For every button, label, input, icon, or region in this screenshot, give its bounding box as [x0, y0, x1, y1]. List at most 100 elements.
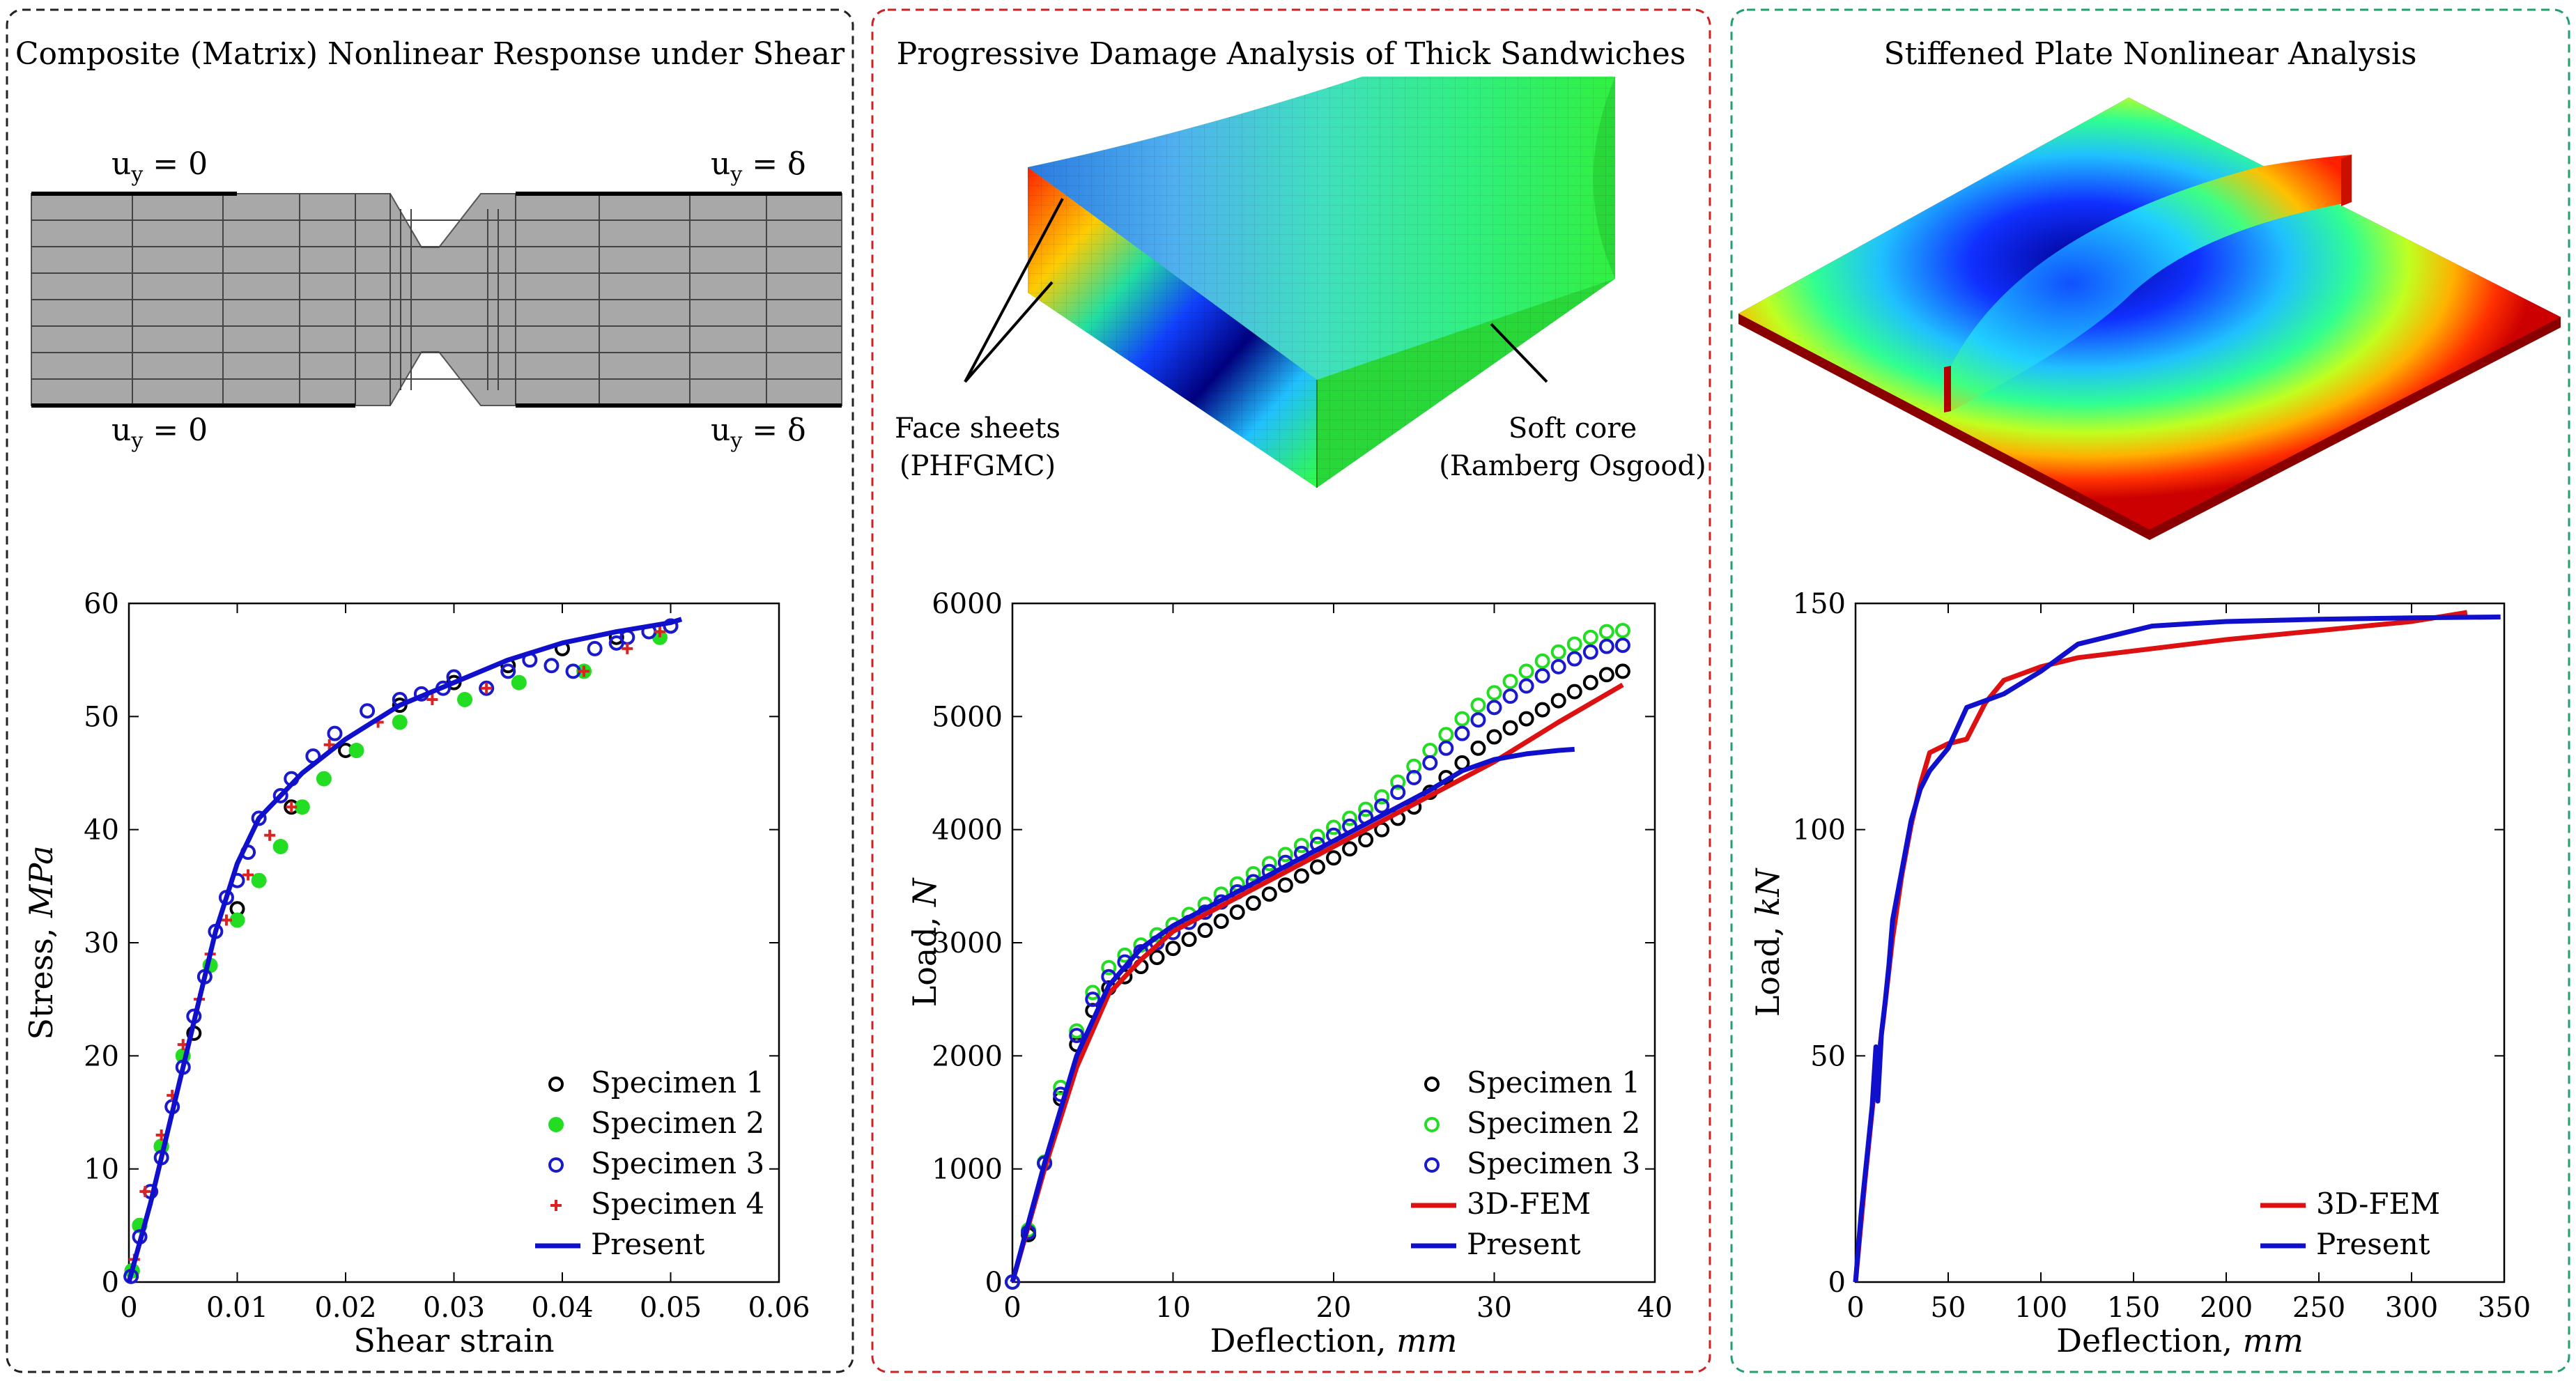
legend-label: Specimen 1 — [1467, 1065, 1640, 1100]
legend-entry: Specimen 1 — [548, 1065, 764, 1100]
x-tick-label: 0.03 — [423, 1292, 485, 1324]
y-tick-label: 0 — [102, 1267, 119, 1299]
series-specimen-2-point — [511, 674, 527, 690]
series-specimen-3-point — [500, 663, 516, 679]
y-tick-label: 0 — [985, 1267, 1003, 1299]
panel-frame-3 — [1730, 8, 2570, 1373]
legend-label: Present — [1467, 1227, 1581, 1261]
series-specimen-3-point — [1550, 658, 1566, 674]
series-specimen-1-point — [1277, 877, 1293, 893]
y-axis-label: Load, N — [906, 877, 943, 1007]
series-specimen-2-point — [1309, 828, 1325, 844]
series-specimen-4-point — [139, 1186, 151, 1198]
series-present-line — [126, 617, 683, 1283]
series-specimen-2-point — [1614, 622, 1630, 638]
series-specimen-2-point — [1454, 711, 1470, 727]
stiffened-plate-fe-model — [1738, 98, 2561, 540]
series-specimen-1-point — [1502, 720, 1518, 736]
series-specimen-2-point — [1245, 865, 1261, 881]
series-specimen-2-point — [1374, 789, 1390, 805]
x-tick-label: 0.06 — [748, 1292, 810, 1324]
sandwich-callout-lines — [964, 198, 1548, 383]
series-specimen-3-point — [360, 703, 376, 719]
series-specimen-3-point — [1614, 638, 1630, 654]
legend-entry: Present — [535, 1227, 705, 1261]
series-specimen-3-point — [1598, 638, 1614, 654]
series-specimen-4-point — [220, 914, 232, 926]
series-specimen-3-point — [1406, 769, 1422, 785]
y-tick-label: 4000 — [932, 815, 1003, 847]
series-specimen-2-point — [294, 799, 310, 815]
series-specimen-1-point — [1245, 895, 1261, 911]
face-sheets-model-label: (PHFGMC) — [900, 450, 1056, 482]
series-specimen-1-point — [1566, 684, 1582, 700]
series-specimen-3-point — [1454, 725, 1470, 741]
series-specimen-3-point — [543, 658, 560, 674]
legend-entry: Specimen 1 — [1424, 1065, 1640, 1100]
x-axis-label: Deflection, mm — [2056, 1322, 2304, 1359]
series-specimen-3-point — [1085, 992, 1101, 1008]
legend-entry: Present — [1411, 1227, 1581, 1261]
series-specimen-3-point — [587, 640, 603, 656]
face-sheets-label: Face sheets — [895, 412, 1061, 445]
series-specimen-4-point — [654, 626, 665, 638]
legend-label: Specimen 4 — [591, 1187, 764, 1221]
series-specimen-1-point — [1213, 913, 1229, 929]
series-specimen-4-point — [264, 829, 276, 841]
series-specimen-2-point — [1422, 743, 1438, 759]
series-specimen-2-point — [1117, 947, 1133, 963]
panel-frame-1 — [6, 8, 854, 1373]
series-specimen-2-point — [316, 771, 332, 787]
legend-swatch — [548, 1117, 564, 1132]
series-specimen-1-point — [1518, 711, 1534, 727]
series-specimen-3-point — [272, 787, 288, 803]
x-tick-label: 300 — [2385, 1292, 2438, 1324]
legend-entry: Specimen 2 — [1424, 1106, 1640, 1140]
y-tick-label: 60 — [84, 588, 119, 620]
series-specimen-2-point — [1470, 697, 1486, 713]
series-specimen-1-point — [1261, 886, 1277, 902]
series-specimen-3-point — [251, 810, 267, 826]
series-specimen-3-point — [1486, 700, 1502, 716]
series-specimen-4-point — [481, 682, 493, 694]
series-specimen-3-point — [1390, 785, 1406, 801]
legend-entry: 3D-FEM — [1411, 1187, 1591, 1221]
legend-swatch — [1424, 1077, 1440, 1092]
legend-label: Specimen 3 — [1467, 1146, 1640, 1180]
series-specimen-1-point — [1149, 950, 1165, 966]
series-specimen-3-point — [1069, 1028, 1085, 1044]
x-tick-label: 0 — [120, 1292, 137, 1324]
series-specimen-1-point — [1342, 841, 1358, 857]
series-specimen-2-point — [251, 872, 267, 888]
series-specimen-2-point — [1534, 653, 1550, 669]
y-axis-label: Stress, MPa — [22, 845, 60, 1040]
legend-label: Specimen 2 — [1467, 1106, 1640, 1140]
series-specimen-1-point — [1582, 674, 1598, 690]
series-specimen-1-point — [1470, 740, 1486, 756]
bc-top-right-label: uy = δ — [711, 146, 806, 187]
bc-top-left-label: uy = 0 — [111, 146, 208, 187]
series-specimen-4-point — [323, 739, 335, 750]
series-specimen-2-point — [1293, 838, 1309, 854]
x-tick-label: 10 — [1155, 1292, 1191, 1324]
legend-swatch — [1424, 1117, 1440, 1132]
legend-label: Specimen 3 — [591, 1146, 764, 1180]
plot-area — [1854, 602, 2506, 1283]
series-specimen-2-point — [1582, 629, 1598, 645]
y-tick-label: 50 — [84, 701, 119, 733]
legend-entry: Specimen 3 — [1424, 1146, 1640, 1180]
y-tick-label: 10 — [84, 1154, 119, 1186]
series-specimen-4-point — [242, 869, 254, 881]
chart-1: 0 0.01 0.02 0.03 0.04 0.05 0.06 0 10 20 30 40 50 60 Sh… — [22, 588, 810, 1359]
series-specimen-1-point — [1229, 904, 1245, 920]
legend-label: Present — [591, 1227, 705, 1261]
legend-swatch — [550, 1200, 562, 1211]
series-specimen-3-point — [1438, 740, 1454, 756]
series-specimen-2-point — [348, 743, 364, 759]
series-specimen-2-point — [1277, 847, 1293, 863]
x-tick-label: 50 — [1931, 1292, 1966, 1324]
panel-title-3: Stiffened Plate Nonlinear Analysis — [1884, 36, 2417, 72]
series-specimen-2-point — [1069, 1023, 1085, 1039]
series-specimen-1-point — [1598, 667, 1614, 683]
